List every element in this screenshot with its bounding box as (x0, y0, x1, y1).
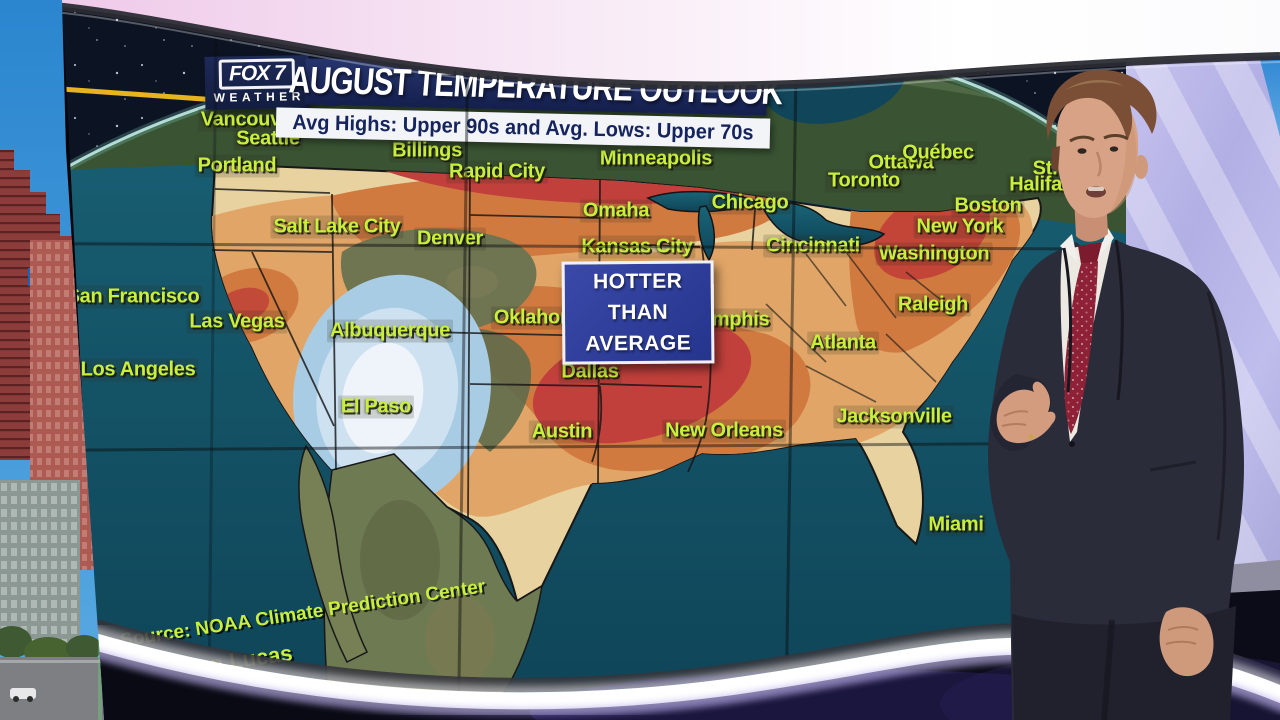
city-label: Portland (194, 154, 280, 178)
city-label: Dallas (558, 360, 622, 384)
city-label: Chicago (708, 191, 792, 215)
city-label: Miami (925, 513, 987, 537)
city-label: Los Angeles (77, 358, 199, 382)
city-label: San Francisco (63, 285, 203, 309)
city-label: Salt Lake City (270, 215, 404, 239)
city-label: Albuquerque (326, 319, 454, 343)
city-label: Minneapolis (596, 147, 716, 171)
city-label: Ottawa (865, 151, 937, 175)
city-label: Boston (951, 194, 1025, 218)
city-label: Québec (899, 141, 977, 165)
city-label: Toronto (825, 169, 903, 193)
city-label: El Paso (337, 395, 415, 419)
city-label: Las Vegas (186, 310, 288, 334)
city-label: Billings (389, 139, 465, 163)
city-label: Raleigh (894, 293, 972, 317)
city-label: Austin (528, 420, 596, 444)
city-label: New York (913, 215, 1007, 239)
city-label: New Orleans (662, 419, 786, 443)
city-label: Rapid City (446, 160, 548, 184)
city-label: Washington (875, 242, 993, 266)
city-label: Cincinnati (763, 234, 863, 258)
city-label: Omaha (579, 199, 653, 223)
city-label: Atlanta (807, 331, 879, 355)
city-label: Denver (413, 227, 487, 251)
city-label: Halifax (1006, 173, 1076, 197)
city-label: Kansas City (578, 235, 696, 259)
city-label: Jacksonville (833, 405, 955, 429)
